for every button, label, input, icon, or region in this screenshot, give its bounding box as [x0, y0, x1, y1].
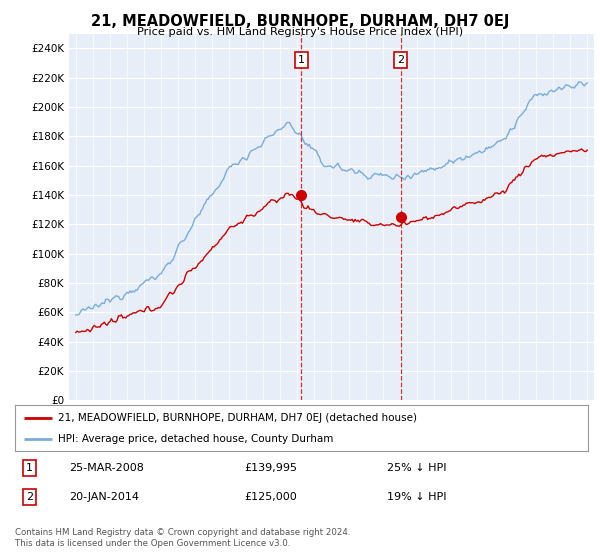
Text: £139,995: £139,995	[244, 463, 297, 473]
Text: HPI: Average price, detached house, County Durham: HPI: Average price, detached house, Coun…	[58, 435, 334, 444]
Text: 1: 1	[26, 463, 33, 473]
Text: 21, MEADOWFIELD, BURNHOPE, DURHAM, DH7 0EJ: 21, MEADOWFIELD, BURNHOPE, DURHAM, DH7 0…	[91, 14, 509, 29]
Text: 19% ↓ HPI: 19% ↓ HPI	[388, 492, 447, 502]
Text: 25% ↓ HPI: 25% ↓ HPI	[388, 463, 447, 473]
Text: 25-MAR-2008: 25-MAR-2008	[70, 463, 145, 473]
Text: 20-JAN-2014: 20-JAN-2014	[70, 492, 139, 502]
Text: Price paid vs. HM Land Registry's House Price Index (HPI): Price paid vs. HM Land Registry's House …	[137, 27, 463, 37]
Text: 2: 2	[397, 55, 404, 65]
Text: Contains HM Land Registry data © Crown copyright and database right 2024.
This d: Contains HM Land Registry data © Crown c…	[15, 528, 350, 548]
Text: 2: 2	[26, 492, 33, 502]
Text: 1: 1	[298, 55, 305, 65]
Text: 21, MEADOWFIELD, BURNHOPE, DURHAM, DH7 0EJ (detached house): 21, MEADOWFIELD, BURNHOPE, DURHAM, DH7 0…	[58, 413, 417, 423]
Text: £125,000: £125,000	[244, 492, 297, 502]
